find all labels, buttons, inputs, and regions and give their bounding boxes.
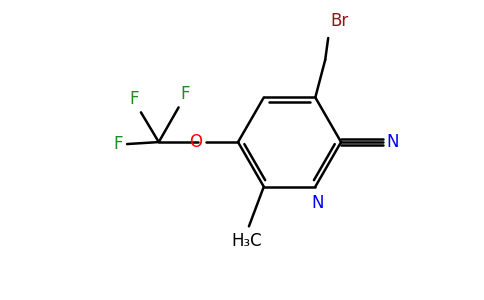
Text: F: F — [181, 85, 190, 103]
Text: N: N — [387, 133, 399, 151]
Text: H₃C: H₃C — [232, 232, 262, 250]
Text: O: O — [189, 133, 202, 151]
Text: F: F — [114, 135, 123, 153]
Text: Br: Br — [330, 12, 348, 30]
Text: N: N — [311, 194, 323, 211]
Text: F: F — [129, 90, 139, 108]
